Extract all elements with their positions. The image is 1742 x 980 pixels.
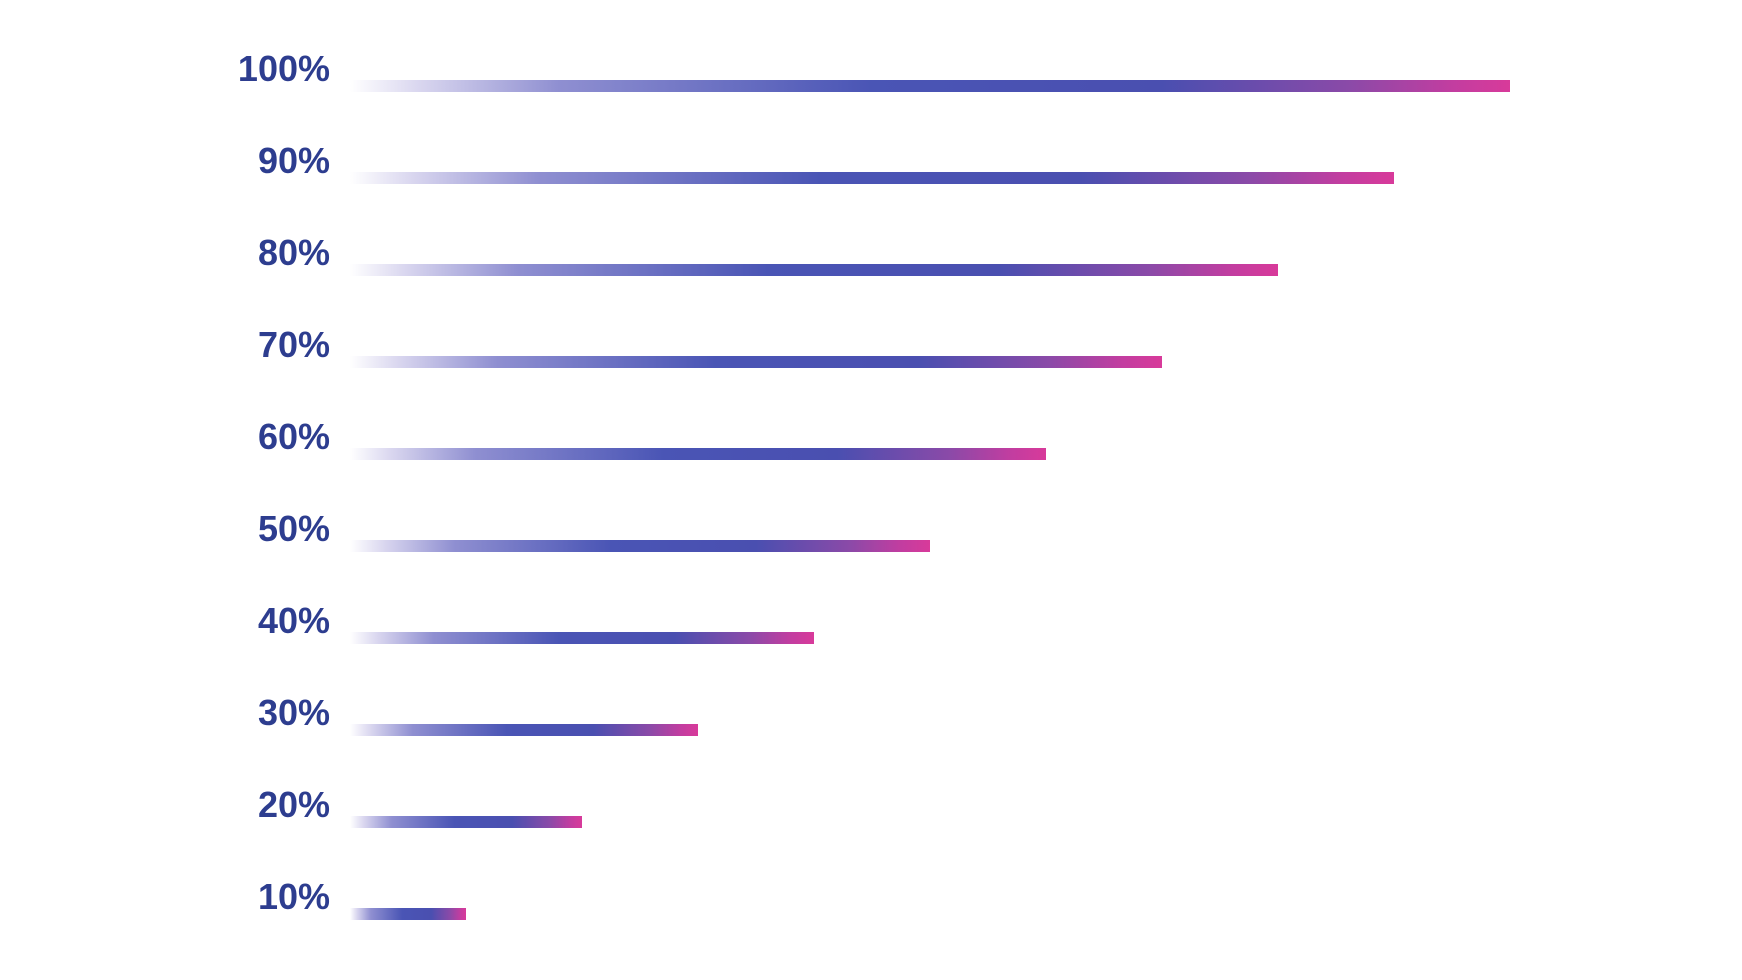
- bar-row: 20%: [230, 798, 1520, 834]
- percent-bar: [350, 356, 1162, 368]
- percent-label: 90%: [210, 140, 330, 182]
- percent-bar: [350, 264, 1278, 276]
- bar-track: [350, 908, 1510, 920]
- bar-track: [350, 448, 1510, 460]
- bar-row: 100%: [230, 62, 1520, 98]
- percent-bar-chart: 100% 90% 80% 70% 60% 50% 40% 30% 20% 10%: [230, 62, 1520, 932]
- bar-row: 80%: [230, 246, 1520, 282]
- bar-row: 90%: [230, 154, 1520, 190]
- bar-track: [350, 356, 1510, 368]
- percent-label: 10%: [210, 876, 330, 918]
- bar-track: [350, 724, 1510, 736]
- percent-label: 100%: [210, 48, 330, 90]
- percent-bar: [350, 540, 930, 552]
- bar-row: 30%: [230, 706, 1520, 742]
- bar-track: [350, 264, 1510, 276]
- percent-bar: [350, 816, 582, 828]
- percent-label: 20%: [210, 784, 330, 826]
- percent-bar: [350, 632, 814, 644]
- percent-bar: [350, 172, 1394, 184]
- bar-track: [350, 632, 1510, 644]
- percent-label: 30%: [210, 692, 330, 734]
- percent-label: 50%: [210, 508, 330, 550]
- percent-bar: [350, 724, 698, 736]
- bar-row: 10%: [230, 890, 1520, 926]
- percent-label: 70%: [210, 324, 330, 366]
- percent-label: 40%: [210, 600, 330, 642]
- bar-track: [350, 172, 1510, 184]
- percent-label: 80%: [210, 232, 330, 274]
- bar-row: 70%: [230, 338, 1520, 374]
- bar-track: [350, 80, 1510, 92]
- bar-row: 40%: [230, 614, 1520, 650]
- bar-row: 50%: [230, 522, 1520, 558]
- percent-bar: [350, 908, 466, 920]
- bar-track: [350, 816, 1510, 828]
- bar-track: [350, 540, 1510, 552]
- percent-bar: [350, 80, 1510, 92]
- bar-row: 60%: [230, 430, 1520, 466]
- percent-label: 60%: [210, 416, 330, 458]
- percent-bar: [350, 448, 1046, 460]
